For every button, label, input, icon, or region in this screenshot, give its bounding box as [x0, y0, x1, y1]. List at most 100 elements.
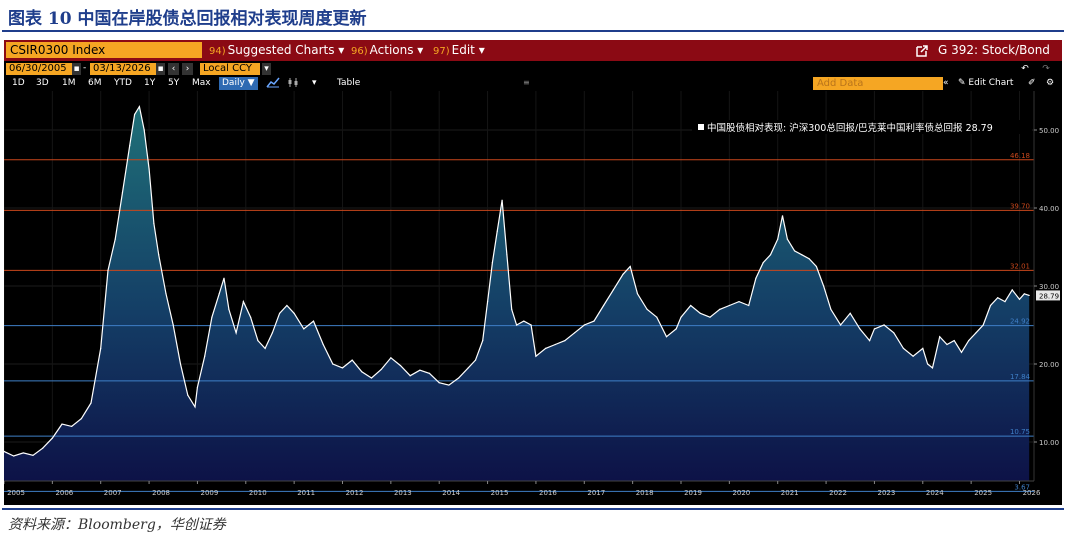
- data-point: [158, 254, 160, 256]
- data-point: [409, 375, 411, 377]
- collapse-icon[interactable]: «: [943, 78, 949, 88]
- data-point: [361, 371, 363, 373]
- next-arrow-icon[interactable]: ›: [182, 63, 193, 75]
- data-point: [322, 343, 324, 346]
- data-point: [748, 304, 750, 307]
- last-value-label: 28.79: [1039, 292, 1059, 300]
- data-point: [769, 254, 772, 256]
- redo-icon[interactable]: ↷: [1038, 63, 1054, 75]
- data-point: [728, 304, 730, 307]
- data-point: [982, 324, 984, 326]
- data-point: [506, 254, 508, 256]
- range-max[interactable]: Max: [192, 78, 211, 88]
- x-tick-label: 2008: [152, 489, 170, 497]
- x-tick-label: 2006: [55, 489, 73, 497]
- range-5y[interactable]: 5Y: [168, 78, 180, 88]
- data-point: [612, 289, 614, 291]
- data-point: [738, 301, 740, 303]
- candle-icon[interactable]: [287, 77, 299, 90]
- x-tick-label: 2022: [829, 489, 847, 497]
- command-bar: CSIR0300 Index 94) Suggested Charts ▾ 96)…: [4, 40, 1062, 61]
- x-tick-label: 2009: [201, 489, 219, 497]
- data-point: [665, 336, 668, 338]
- line-chart-icon[interactable]: [266, 77, 280, 90]
- frequency-select[interactable]: Daily ▼: [219, 77, 258, 90]
- x-tick-label: 2007: [104, 489, 122, 497]
- data-point: [603, 304, 605, 307]
- data-point: [902, 347, 905, 349]
- chevron-down-icon[interactable]: ▾: [312, 78, 317, 88]
- legend-box: [692, 120, 1032, 134]
- data-point: [380, 368, 382, 371]
- data-point: [815, 265, 817, 268]
- data-point: [554, 343, 556, 346]
- range-6m[interactable]: 6M: [88, 78, 102, 88]
- x-tick-label: 2014: [442, 489, 460, 497]
- prev-arrow-icon[interactable]: ‹: [168, 63, 179, 75]
- undo-icon[interactable]: ↶: [1017, 63, 1033, 75]
- annotate-icon[interactable]: ✐: [1028, 78, 1036, 88]
- data-point: [1011, 289, 1013, 291]
- range-ytd[interactable]: YTD: [114, 78, 132, 88]
- data-point: [709, 316, 711, 318]
- edit-number: 97): [433, 46, 450, 57]
- range-1y[interactable]: 1Y: [144, 78, 156, 88]
- data-point: [680, 316, 682, 318]
- data-point: [235, 332, 237, 334]
- data-point: [351, 359, 353, 361]
- data-point: [286, 304, 288, 307]
- source-note: 资料来源：Bloomberg，华创证券: [8, 517, 226, 533]
- data-point: [583, 324, 585, 326]
- data-point: [341, 367, 344, 369]
- x-tick-label: 2019: [684, 489, 702, 497]
- data-point: [574, 332, 576, 334]
- data-point: [279, 312, 281, 314]
- data-point: [474, 359, 477, 361]
- data-point: [399, 364, 402, 367]
- data-point: [1018, 298, 1021, 300]
- data-point: [808, 258, 810, 260]
- x-tick-label: 2018: [636, 489, 654, 497]
- edit-chart-button[interactable]: ✎ Edit Chart: [958, 77, 1013, 90]
- data-point: [523, 320, 525, 322]
- y-tick-label: 50.00: [1039, 127, 1059, 135]
- data-point: [823, 285, 825, 287]
- data-point: [893, 332, 895, 334]
- open-external-icon[interactable]: [915, 40, 929, 61]
- table-button[interactable]: Table: [337, 78, 361, 88]
- calendar-icon[interactable]: ▪: [156, 63, 165, 75]
- x-tick-label: 2026: [1023, 489, 1041, 497]
- add-data-input[interactable]: Add Data: [813, 77, 943, 90]
- actions-label: Actions ▾: [369, 43, 424, 57]
- drag-handle-icon[interactable]: ≡: [523, 78, 530, 87]
- data-point: [830, 308, 832, 310]
- range-1m[interactable]: 1M: [62, 78, 76, 88]
- suggested-charts-menu[interactable]: 94) Suggested Charts ▾: [209, 40, 344, 61]
- currency-field[interactable]: Local CCY: [200, 63, 260, 75]
- x-tick-label: 2011: [297, 489, 315, 497]
- data-point: [482, 340, 484, 342]
- start-date-field[interactable]: 06/30/2005: [6, 63, 74, 75]
- x-tick-label: 2021: [781, 489, 799, 497]
- area-fill: [4, 106, 1030, 481]
- data-point: [675, 328, 677, 330]
- gear-icon[interactable]: ⚙: [1046, 78, 1055, 88]
- date-separator: -: [83, 63, 87, 73]
- data-point: [946, 343, 948, 346]
- chevron-down-icon[interactable]: ▾: [262, 63, 271, 75]
- data-point: [989, 304, 992, 307]
- data-point: [13, 455, 15, 457]
- range-1d[interactable]: 1D: [12, 78, 25, 88]
- edit-menu[interactable]: 97) Edit ▾: [433, 40, 485, 61]
- data-point: [61, 423, 63, 425]
- y-tick-label: 30.00: [1039, 283, 1059, 291]
- actions-menu[interactable]: 96) Actions ▾: [351, 40, 423, 61]
- bloomberg-terminal: CSIR0300 Index 94) Suggested Charts ▾ 96)…: [4, 40, 1062, 505]
- calendar-icon[interactable]: ▪: [72, 63, 81, 75]
- reference-line-label: 3.67: [1014, 483, 1030, 491]
- end-date-field[interactable]: 03/13/2026: [90, 63, 158, 75]
- data-point: [428, 372, 431, 374]
- range-3d[interactable]: 3D: [36, 78, 49, 88]
- data-point: [179, 363, 182, 365]
- ticker-field[interactable]: CSIR0300 Index: [6, 42, 202, 58]
